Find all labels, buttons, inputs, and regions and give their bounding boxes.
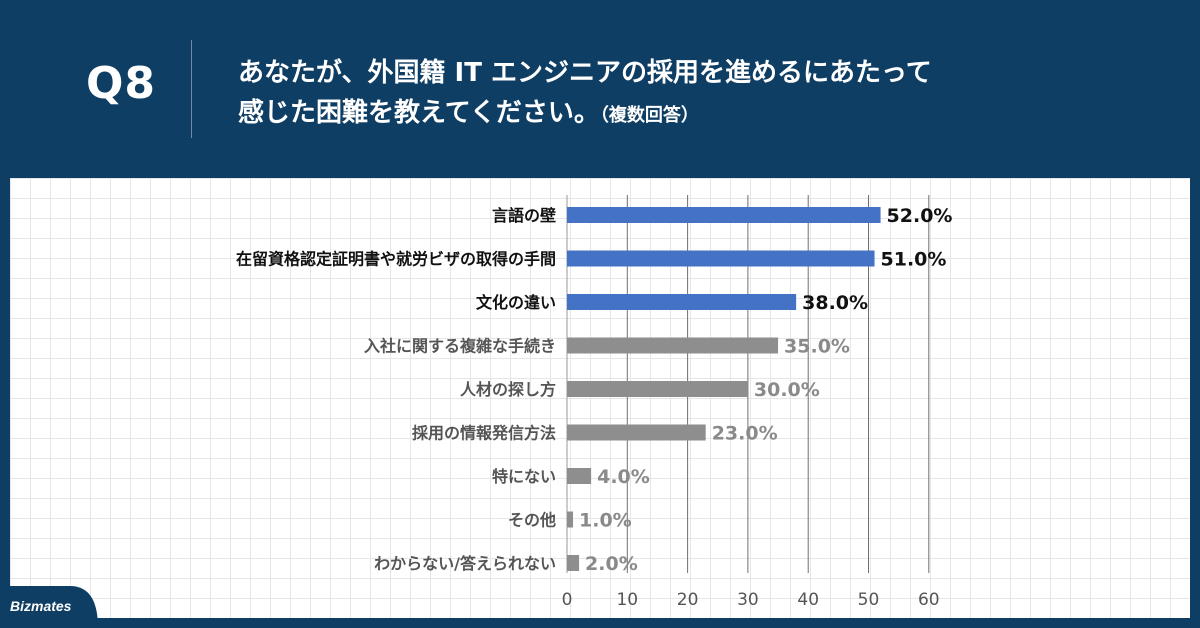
data-label: 51.0% <box>881 249 947 271</box>
data-label: 4.0% <box>597 466 650 488</box>
logo-text: Bizmates <box>10 598 72 614</box>
question-title-line1: あなたが、外国籍 IT エンジニアの採用を進めるにあたって <box>238 58 932 88</box>
bar <box>567 468 592 484</box>
bar <box>567 207 881 223</box>
bar <box>567 424 706 441</box>
category-label: 言語の壁 <box>492 206 556 225</box>
category-label: 文化の違い <box>476 293 556 312</box>
category-label: 特にない <box>492 467 556 486</box>
bar <box>567 555 580 571</box>
data-label: 30.0% <box>754 379 820 401</box>
bar-chart: 0 10 20 30 40 50 60 言語の壁 52.0% 在留資格認定証明書や就労ビザの取得の… <box>236 195 953 610</box>
data-label: 1.0% <box>579 510 632 532</box>
x-tick-label: 10 <box>616 590 638 610</box>
data-label: 38.0% <box>802 292 868 314</box>
category-label: わからない/答えられない <box>374 554 556 573</box>
category-label: 在留資格認定証明書や就労ビザの取得の手間 <box>236 250 556 269</box>
data-label: 52.0% <box>887 205 953 227</box>
data-label: 35.0% <box>784 336 850 358</box>
data-label: 23.0% <box>712 423 778 445</box>
x-tick-label: 0 <box>562 590 573 610</box>
chart-panel: 0 10 20 30 40 50 60 言語の壁 52.0% 在留資格認定証明書や就労ビザの取得の… <box>10 178 1190 618</box>
question-multiple-answer-note: （複数回答） <box>599 105 699 126</box>
bar <box>567 381 748 397</box>
data-label: 2.0% <box>585 553 638 575</box>
x-tick-label: 60 <box>918 590 940 610</box>
category-label: その他 <box>508 511 556 530</box>
bar <box>567 511 574 528</box>
bizmates-logo <box>0 586 98 628</box>
header: Q8 あなたが、外国籍 IT エンジニアの採用を進めるにあたって 感じた困難を教… <box>0 0 1200 178</box>
x-tick-label: 40 <box>797 590 819 610</box>
bar <box>567 337 779 354</box>
category-label: 入社に関する複雑な手続き <box>364 337 556 356</box>
question-title-line2: 感じた困難を教えてください。（複数回答） <box>238 92 699 129</box>
category-label: 採用の情報発信方法 <box>412 424 556 443</box>
x-tick-label: 50 <box>858 590 880 610</box>
question-title-text: 感じた困難を教えてください。 <box>238 98 600 128</box>
x-tick-label: 30 <box>737 590 759 610</box>
x-tick-label: 20 <box>677 590 699 610</box>
header-divider <box>191 40 192 138</box>
bar <box>567 294 797 310</box>
category-label: 人材の探し方 <box>460 380 556 399</box>
bar <box>567 250 875 267</box>
question-number: Q8 <box>86 58 157 109</box>
